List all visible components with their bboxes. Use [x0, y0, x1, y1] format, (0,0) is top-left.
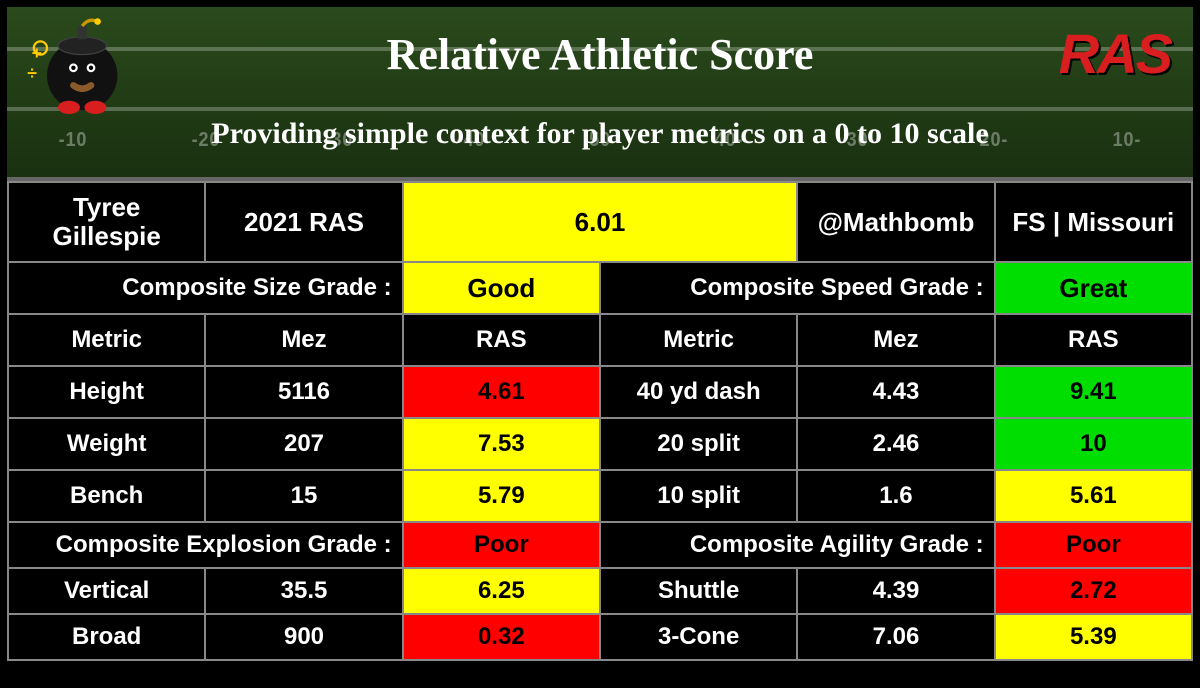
data-row: Broad 900 0.32 3-Cone 7.06 5.39 [8, 614, 1192, 660]
hdr-ras-r: RAS [995, 314, 1192, 366]
page-title: Relative Athletic Score [7, 29, 1193, 80]
ras-cell: 2.72 [995, 568, 1192, 614]
ras-cell: 5.39 [995, 614, 1192, 660]
speed-grade-label: Composite Speed Grade : [600, 262, 995, 314]
ras-cell: 10 [995, 418, 1192, 470]
ras-cell: 9.41 [995, 366, 1192, 418]
header-banner: -10 -20 -30 -40 50 40- 30- 20- 10- + ÷ R… [7, 7, 1193, 181]
metric-cell: 20 split [600, 418, 797, 470]
info-row: Tyree Gillespie 2021 RAS 6.01 @Mathbomb … [8, 182, 1192, 262]
explosion-grade-value: Poor [403, 522, 600, 568]
data-row: Weight 207 7.53 20 split 2.46 10 [8, 418, 1192, 470]
ras-cell: 4.61 [403, 366, 600, 418]
ras-cell: 5.79 [403, 470, 600, 522]
hdr-ras-l: RAS [403, 314, 600, 366]
mez-cell: 15 [205, 470, 402, 522]
size-grade-value: Good [403, 262, 600, 314]
metric-cell: Height [8, 366, 205, 418]
hdr-mez-r: Mez [797, 314, 994, 366]
ras-cell: 0.32 [403, 614, 600, 660]
metric-cell: 10 split [600, 470, 797, 522]
ras-cell: 6.25 [403, 568, 600, 614]
composite-row-1: Composite Size Grade : Good Composite Sp… [8, 262, 1192, 314]
overall-score: 6.01 [403, 182, 798, 262]
mez-cell: 900 [205, 614, 402, 660]
mez-cell: 5116 [205, 366, 402, 418]
metric-cell: Shuttle [600, 568, 797, 614]
composite-row-2: Composite Explosion Grade : Poor Composi… [8, 522, 1192, 568]
mez-cell: 2.46 [797, 418, 994, 470]
column-headers: Metric Mez RAS Metric Mez RAS [8, 314, 1192, 366]
player-name: Tyree Gillespie [8, 182, 205, 262]
mez-cell: 35.5 [205, 568, 402, 614]
metric-cell: Weight [8, 418, 205, 470]
hdr-mez-l: Mez [205, 314, 402, 366]
mez-cell: 4.39 [797, 568, 994, 614]
metric-cell: Vertical [8, 568, 205, 614]
mez-cell: 7.06 [797, 614, 994, 660]
metric-cell: 40 yd dash [600, 366, 797, 418]
data-row: Height 5116 4.61 40 yd dash 4.43 9.41 [8, 366, 1192, 418]
metric-cell: Bench [8, 470, 205, 522]
size-grade-label: Composite Size Grade : [8, 262, 403, 314]
page-subtitle: Providing simple context for player metr… [7, 117, 1193, 151]
explosion-grade-label: Composite Explosion Grade : [8, 522, 403, 568]
brand-mark: RAS [1059, 21, 1171, 86]
agility-grade-value: Poor [995, 522, 1192, 568]
metric-cell: 3-Cone [600, 614, 797, 660]
hdr-metric-l: Metric [8, 314, 205, 366]
position-school: FS | Missouri [995, 182, 1192, 262]
metric-cell: Broad [8, 614, 205, 660]
mez-cell: 4.43 [797, 366, 994, 418]
agility-grade-label: Composite Agility Grade : [600, 522, 995, 568]
mez-cell: 1.6 [797, 470, 994, 522]
year-label: 2021 RAS [205, 182, 402, 262]
hdr-metric-r: Metric [600, 314, 797, 366]
ras-table: Tyree Gillespie 2021 RAS 6.01 @Mathbomb … [7, 181, 1193, 661]
author-handle: @Mathbomb [797, 182, 994, 262]
data-row: Vertical 35.5 6.25 Shuttle 4.39 2.72 [8, 568, 1192, 614]
ras-cell: 5.61 [995, 470, 1192, 522]
mez-cell: 207 [205, 418, 402, 470]
ras-card: -10 -20 -30 -40 50 40- 30- 20- 10- + ÷ R… [7, 7, 1193, 661]
speed-grade-value: Great [995, 262, 1192, 314]
ras-cell: 7.53 [403, 418, 600, 470]
data-row: Bench 15 5.79 10 split 1.6 5.61 [8, 470, 1192, 522]
